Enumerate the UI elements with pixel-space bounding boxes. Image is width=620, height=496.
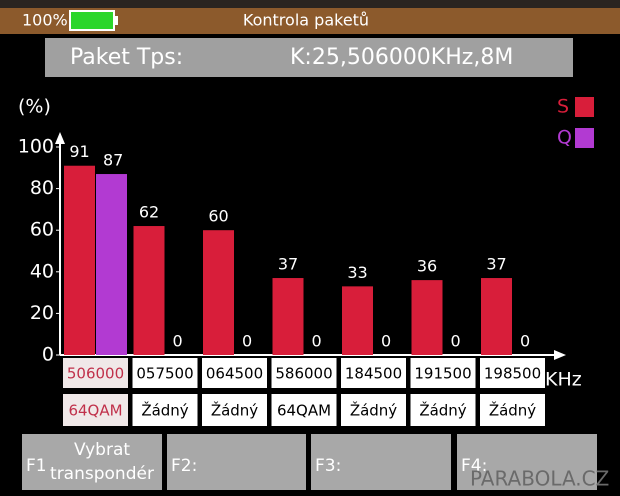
y-axis-label: (%) [18, 96, 51, 118]
info-value: K:25,506000KHz,8M [290, 45, 513, 70]
top-strip [0, 0, 620, 8]
bar [133, 226, 165, 355]
value-label: 0 [381, 332, 391, 351]
legend-label: Q [557, 127, 572, 149]
value-label: 0 [451, 332, 461, 351]
x-arrow [554, 350, 566, 360]
function-key-name: F1 [26, 456, 47, 476]
y-arrow [55, 132, 65, 144]
watermark: PARABOLA.CZ [470, 467, 609, 491]
function-key-label: Vybrat [74, 440, 130, 460]
category-box [202, 358, 267, 388]
battery-tip [114, 16, 118, 25]
bar [64, 165, 95, 355]
modulation-label: 64QAM [68, 402, 122, 420]
bar [96, 174, 127, 355]
x-tick-label: 191500 [414, 365, 471, 383]
function-key[interactable] [167, 434, 306, 490]
legend-swatch [575, 128, 594, 148]
value-label: 60 [208, 207, 228, 226]
modulation-box [202, 394, 267, 426]
category-box [410, 358, 476, 388]
value-label: 37 [278, 255, 298, 274]
value-label: 62 [139, 203, 159, 222]
function-key[interactable] [457, 434, 597, 490]
value-label: 0 [312, 332, 322, 351]
modulation-box [132, 394, 198, 426]
x-tick-label: 184500 [345, 365, 402, 383]
bar [203, 230, 234, 355]
modulation-box [341, 394, 406, 426]
function-key-name: F4: [461, 456, 487, 476]
battery-icon [69, 10, 115, 31]
modulation-label: Žádný [419, 401, 466, 420]
value-label: 0 [173, 332, 183, 351]
x-tick-label: 057500 [136, 365, 193, 383]
function-key-label: transpondér [50, 464, 154, 484]
modulation-label: Žádný [350, 401, 397, 420]
battery-text: 100% [22, 11, 68, 30]
y-tick-label: 20 [30, 302, 54, 324]
info-label: Paket Tps: [70, 45, 183, 70]
screen-title: Kontrola paketů [243, 11, 369, 30]
bar [272, 278, 304, 355]
legend-swatch [575, 97, 594, 117]
function-key-name: F3: [315, 456, 341, 476]
x-tick-label: 506000 [67, 365, 124, 383]
modulation-label: Žádný [211, 401, 258, 420]
bar [481, 278, 512, 355]
category-box [271, 358, 337, 388]
info-bar [45, 38, 573, 77]
y-tick-label: 0 [42, 344, 54, 366]
legend-label: S [557, 96, 569, 118]
bar [411, 280, 443, 355]
x-tick-label: 064500 [206, 365, 263, 383]
y-tick-label: 100 [18, 136, 54, 158]
category-box [132, 358, 198, 388]
x-tick-label: 198500 [484, 365, 541, 383]
value-label: 36 [417, 257, 437, 276]
value-label: 37 [486, 255, 506, 274]
modulation-box [410, 394, 476, 426]
modulation-label: 64QAM [277, 402, 331, 420]
value-label: 91 [69, 142, 89, 161]
modulation-box [271, 394, 337, 426]
category-box [480, 358, 545, 388]
x-tick-label: 586000 [275, 365, 332, 383]
function-key-name: F2: [171, 456, 197, 476]
modulation-label: Žádný [141, 401, 188, 420]
value-label: 0 [520, 332, 530, 351]
value-label: 33 [347, 263, 367, 282]
category-box [341, 358, 406, 388]
modulation-box [63, 394, 128, 426]
modulation-box [480, 394, 545, 426]
y-tick-label: 80 [30, 177, 54, 199]
value-label: 0 [242, 332, 252, 351]
y-tick-label: 60 [30, 219, 54, 241]
x-unit: KHz [545, 369, 582, 391]
y-tick-label: 40 [30, 260, 54, 282]
bar [342, 286, 373, 355]
value-label: 87 [103, 151, 123, 170]
modulation-label: Žádný [489, 401, 536, 420]
function-key[interactable] [22, 434, 162, 490]
category-box [63, 358, 128, 388]
function-key[interactable] [311, 434, 451, 490]
